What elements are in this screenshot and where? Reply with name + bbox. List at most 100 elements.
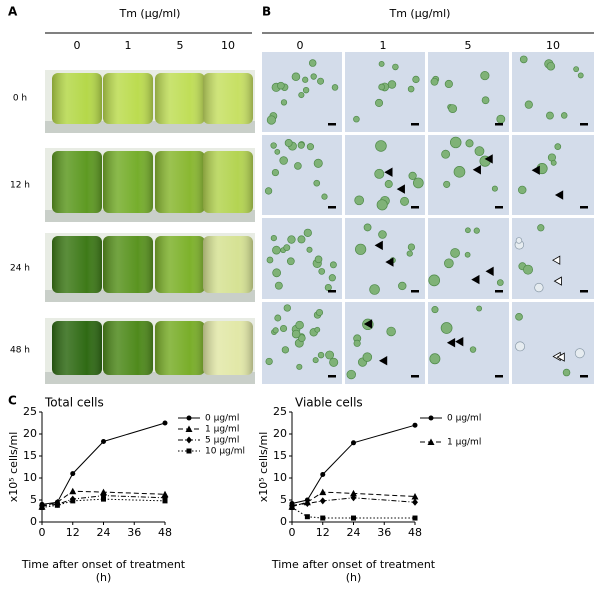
- cell: [574, 348, 585, 359]
- data-point: [304, 514, 310, 520]
- cell: [469, 346, 477, 353]
- legend-marker: [185, 425, 193, 432]
- photo-rack: [45, 121, 255, 133]
- arrowhead: [531, 165, 540, 175]
- x-tick-label: 48: [158, 526, 172, 539]
- cell: [294, 162, 302, 170]
- cell: [480, 71, 490, 81]
- y-tick-label: 0: [30, 515, 37, 528]
- cell: [465, 227, 471, 234]
- y-tick-label: 15: [23, 449, 37, 462]
- tube-glass: [52, 236, 102, 293]
- micrograph: [512, 302, 594, 384]
- cell: [272, 268, 282, 278]
- arrowhead: [374, 240, 383, 251]
- concentration-label: 5: [465, 39, 472, 52]
- cell: [313, 158, 323, 168]
- cell: [515, 237, 523, 244]
- micrograph: [345, 218, 425, 299]
- arrowhead: [455, 336, 464, 347]
- legend-marker: [428, 415, 434, 421]
- data-point: [70, 471, 76, 477]
- cell: [407, 85, 415, 93]
- arrowhead: [379, 356, 388, 366]
- cell: [534, 282, 544, 293]
- cell: [431, 306, 439, 314]
- cell: [387, 80, 397, 89]
- photo-rack: [45, 372, 255, 384]
- scale-bar: [411, 123, 419, 126]
- arrowhead: [363, 319, 373, 329]
- tube-glass: [52, 73, 102, 124]
- micrograph: [512, 135, 594, 215]
- scale-bar: [328, 123, 336, 126]
- data-point: [289, 504, 295, 510]
- cell: [264, 187, 273, 195]
- arrowhead: [553, 276, 562, 286]
- data-point: [39, 504, 45, 510]
- cell: [317, 351, 325, 359]
- scale-bar: [495, 375, 503, 378]
- cell: [314, 255, 323, 264]
- scale-bar: [580, 375, 588, 378]
- data-point: [319, 488, 327, 496]
- arrowhead: [471, 274, 480, 285]
- cell: [283, 304, 291, 312]
- tube-glass: [155, 321, 205, 375]
- cell: [453, 165, 466, 178]
- cell: [440, 322, 453, 334]
- data-point: [304, 500, 311, 508]
- cell: [355, 243, 367, 255]
- photo-rack: [45, 290, 255, 302]
- chart-title: Viable cells: [295, 396, 363, 410]
- x-tick-label: 36: [127, 526, 141, 539]
- x-tick-label: 0: [289, 526, 296, 539]
- scale-bar: [495, 123, 503, 126]
- cell: [321, 193, 328, 200]
- data-point: [412, 422, 418, 428]
- scale-bar: [411, 206, 419, 209]
- x-tick-label: 12: [66, 526, 80, 539]
- cell: [491, 185, 498, 192]
- y-axis-label: x10⁵ cells/ml: [257, 432, 270, 503]
- tube-glass: [155, 151, 205, 213]
- cell: [297, 334, 306, 342]
- tube-glass: [203, 73, 253, 124]
- cell: [376, 199, 388, 211]
- legend-label: 0 μg/ml: [447, 414, 481, 424]
- y-tick-label: 25: [23, 405, 37, 418]
- micrograph: [428, 52, 509, 132]
- tube-glass: [103, 321, 153, 375]
- time-label: 24 h: [10, 264, 30, 274]
- cell: [546, 61, 556, 71]
- cell: [378, 61, 385, 67]
- cell: [274, 281, 283, 290]
- tube-glass: [203, 321, 253, 375]
- x-tick-label: 24: [347, 526, 361, 539]
- cell: [270, 235, 277, 242]
- cell: [550, 159, 557, 166]
- cell: [464, 251, 471, 258]
- legend-marker: [186, 415, 192, 421]
- legend-label: 10 μg/ml: [205, 447, 245, 457]
- cell: [496, 114, 506, 124]
- tube-glass: [203, 151, 253, 213]
- concentration-label: 5: [177, 39, 184, 52]
- data-point: [320, 515, 326, 521]
- cell: [362, 352, 373, 362]
- cell: [384, 180, 393, 189]
- scale-bar: [580, 206, 588, 209]
- cell: [408, 171, 417, 180]
- data-point: [162, 420, 168, 426]
- cell: [315, 308, 324, 317]
- cell: [441, 149, 451, 159]
- cell: [378, 230, 387, 239]
- cell: [277, 81, 285, 90]
- micrograph: [512, 218, 594, 299]
- tube-glass: [203, 236, 253, 293]
- cell: [302, 86, 310, 94]
- cell: [329, 261, 337, 269]
- data-point: [101, 496, 106, 502]
- scale-bar: [411, 290, 419, 293]
